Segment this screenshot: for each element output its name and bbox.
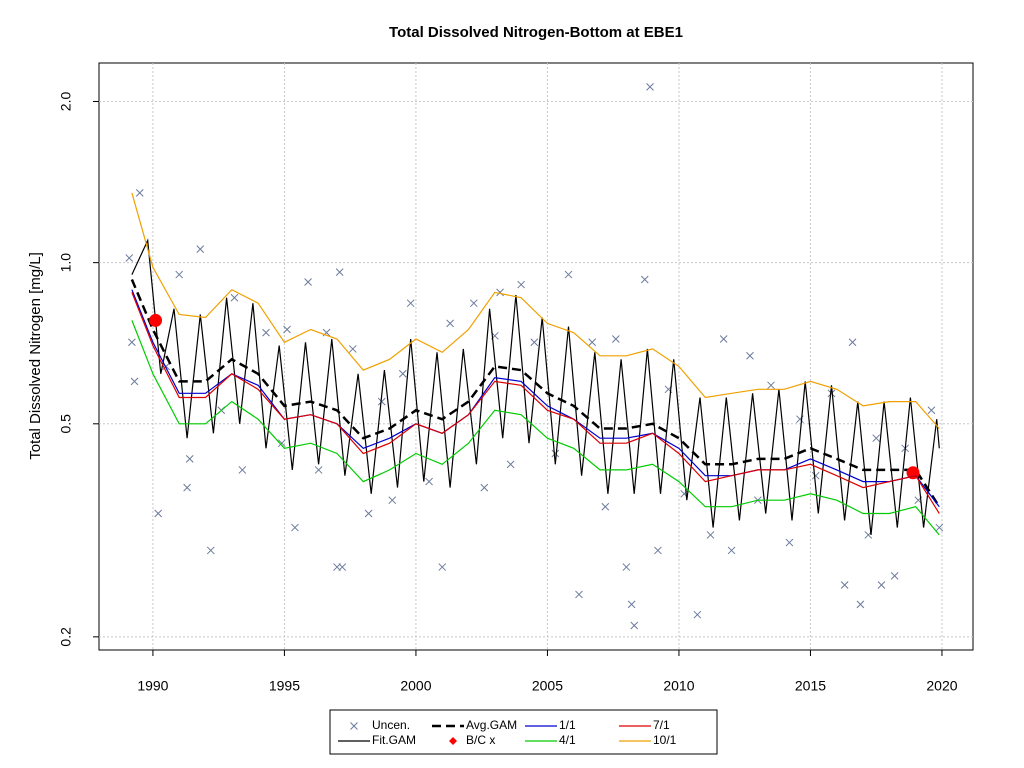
legend-label: 1/1 — [559, 718, 576, 732]
data-point — [348, 345, 357, 353]
data-point — [646, 82, 654, 91]
data-point — [611, 335, 620, 343]
legend-label: B/C x — [466, 733, 495, 747]
series-line — [131, 320, 940, 536]
data-point — [746, 351, 754, 360]
legend-label: 4/1 — [559, 733, 576, 747]
legend-label: 7/1 — [653, 718, 670, 732]
data-point — [872, 434, 881, 443]
data-point — [125, 254, 134, 262]
data-point — [588, 338, 597, 347]
data-point — [627, 600, 636, 609]
data-point — [727, 546, 736, 555]
series-line — [131, 192, 940, 429]
data-point — [564, 270, 573, 279]
x-tick-label: 2020 — [926, 678, 957, 694]
data-point — [238, 466, 247, 474]
legend-label: Avg.GAM — [466, 718, 517, 732]
data-point — [811, 471, 820, 480]
data-point — [230, 293, 239, 302]
data-point — [283, 325, 291, 334]
data-point — [398, 369, 407, 378]
series-line — [130, 279, 941, 508]
data-point — [128, 338, 136, 347]
data-point — [135, 189, 144, 197]
data-point — [377, 397, 386, 406]
data-point — [364, 509, 373, 518]
y-tick-label: 1.0 — [58, 253, 74, 273]
data-point — [304, 278, 312, 286]
data-point — [785, 538, 794, 547]
data-point — [840, 581, 849, 589]
data-point — [640, 275, 649, 284]
legend-symbol — [350, 722, 358, 730]
data-point — [446, 319, 454, 328]
y-tick-label: 0.5 — [58, 414, 74, 434]
chart-title: Total Dissolved Nitrogen-Bottom at EBE1 — [389, 24, 683, 41]
data-point — [469, 299, 478, 308]
legend-label: Fit.GAM — [372, 733, 416, 747]
data-point — [848, 338, 857, 347]
data-point — [496, 288, 504, 297]
data-point — [506, 460, 515, 469]
bc-point — [149, 313, 163, 327]
legend-box — [329, 709, 718, 755]
data-point — [877, 581, 886, 589]
data-point — [175, 270, 184, 279]
data-point — [388, 496, 397, 505]
data-point — [767, 381, 775, 390]
data-point — [856, 600, 865, 609]
data-point — [314, 466, 323, 474]
data-point — [719, 335, 728, 343]
series-line — [131, 289, 940, 508]
data-point — [927, 406, 936, 415]
data-point — [601, 502, 610, 511]
x-tick-label: 1990 — [137, 678, 168, 694]
data-point — [335, 268, 344, 276]
data-point — [530, 338, 539, 347]
y-tick-label: 0.2 — [58, 627, 74, 647]
data-point — [693, 610, 702, 619]
data-point — [291, 523, 299, 532]
data-point — [706, 531, 715, 539]
data-point — [425, 477, 433, 486]
data-point — [827, 389, 836, 398]
series-line — [131, 292, 940, 514]
x-tick-label: 2005 — [532, 678, 563, 694]
series-line — [131, 238, 940, 536]
x-tick-label: 1995 — [269, 678, 300, 694]
data-point — [630, 621, 639, 630]
legend-label: 10/1 — [653, 733, 677, 747]
data-point — [890, 571, 899, 580]
data-point — [935, 523, 944, 532]
data-point — [154, 509, 163, 518]
data-point — [262, 328, 270, 337]
data-point — [196, 245, 205, 253]
data-point — [277, 439, 286, 448]
data-point — [654, 546, 662, 555]
data-point — [438, 563, 447, 571]
data-point — [130, 377, 139, 386]
data-point — [183, 483, 191, 492]
data-point — [480, 483, 489, 492]
data-point — [338, 563, 347, 571]
data-point — [622, 563, 631, 571]
x-tick-label: 2010 — [663, 678, 694, 694]
data-point — [185, 455, 194, 463]
legend-label: Uncen. — [372, 718, 410, 732]
data-point — [575, 590, 583, 599]
x-tick-label: 2000 — [400, 678, 431, 694]
plot-frame — [98, 62, 974, 651]
data-point — [406, 299, 415, 308]
legend-symbol — [449, 737, 457, 745]
x-tick-label: 2015 — [795, 678, 826, 694]
y-axis-label: Total Dissolved Nitrogen [mg/L] — [27, 252, 44, 460]
data-point — [517, 280, 525, 289]
data-point — [551, 449, 560, 458]
data-point — [206, 546, 215, 555]
y-tick-label: 2.0 — [58, 92, 74, 112]
